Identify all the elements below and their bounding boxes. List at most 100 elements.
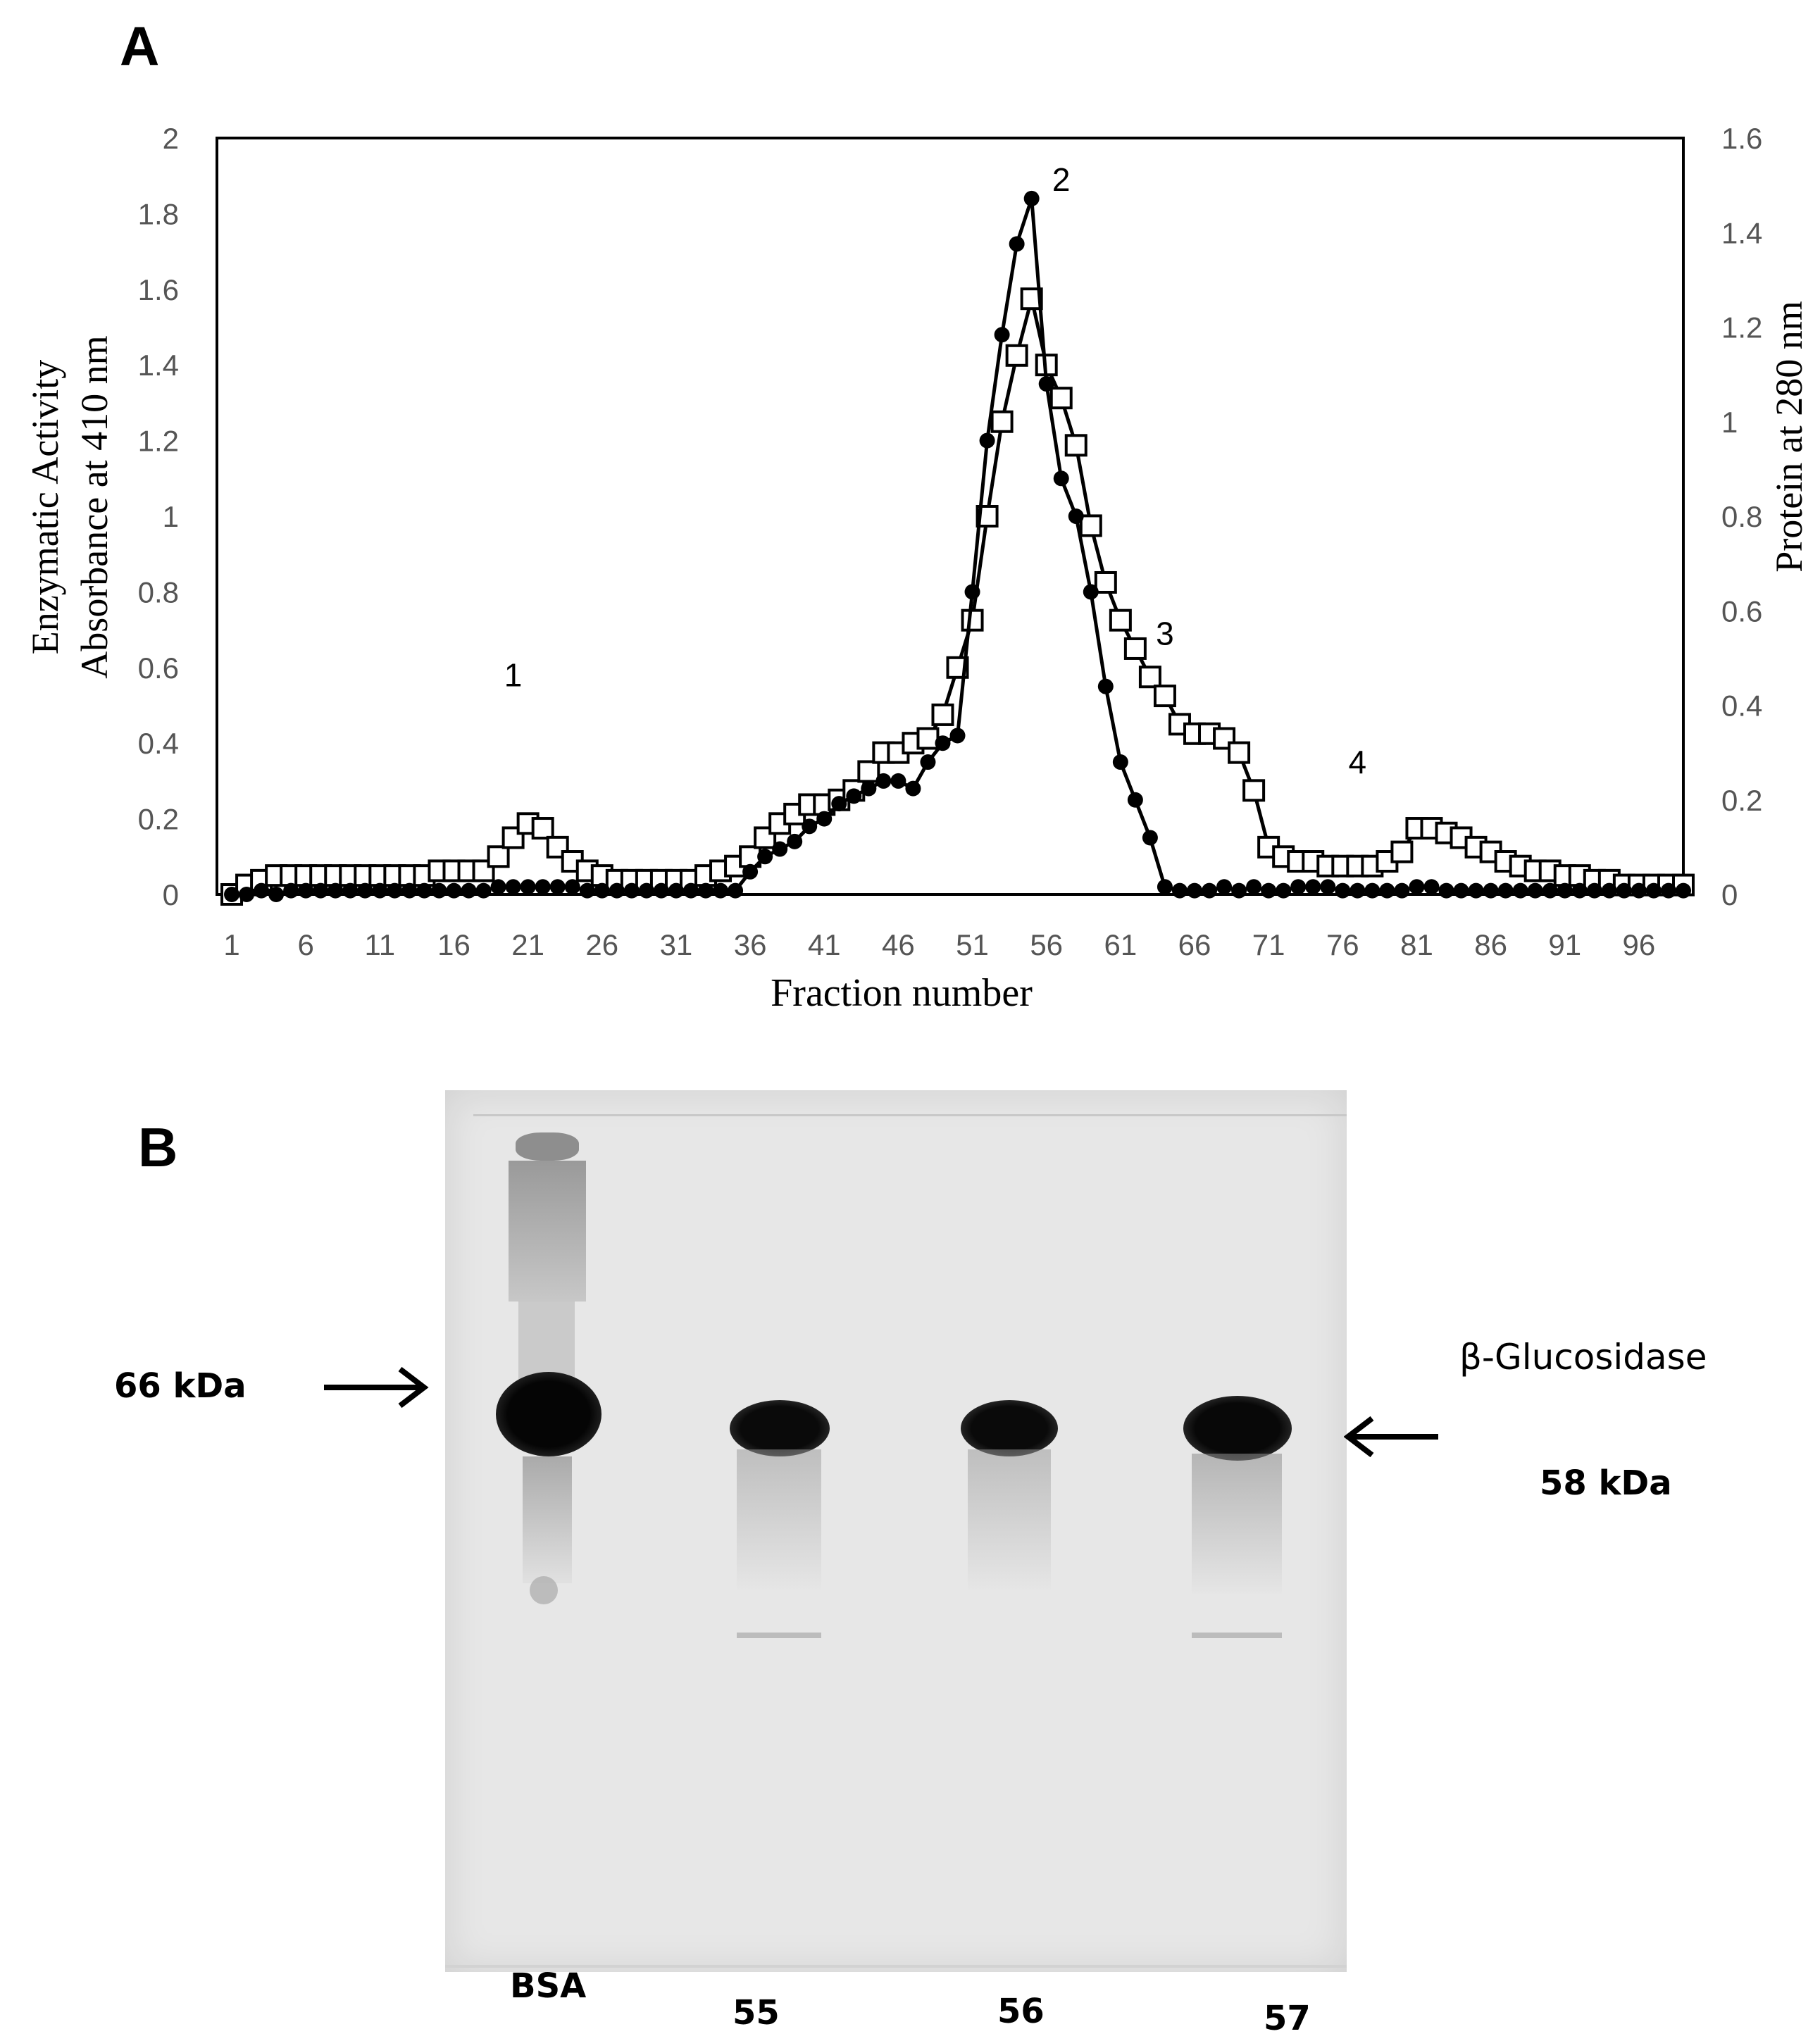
activity-point xyxy=(535,879,551,895)
activity-point xyxy=(475,882,492,899)
activity-point xyxy=(728,882,744,899)
y-left-tick: 1.6 xyxy=(138,273,179,306)
bsa-lower-smear xyxy=(523,1456,572,1583)
lane-55-faint-band xyxy=(737,1633,821,1638)
lane-57-58kda-band xyxy=(1183,1396,1292,1461)
bsa-lower-spot xyxy=(530,1576,558,1604)
activity-point xyxy=(1023,190,1040,206)
sds-page-gel xyxy=(445,1090,1347,1972)
x-tick: 86 xyxy=(1474,928,1507,961)
lane-57-smear xyxy=(1192,1454,1282,1594)
activity-point xyxy=(949,728,966,744)
protein-point xyxy=(531,817,554,840)
protein-point xyxy=(1005,344,1028,367)
activity-point xyxy=(446,882,462,899)
activity-point xyxy=(831,796,847,812)
activity-point xyxy=(1512,882,1528,899)
protein-point xyxy=(857,760,880,783)
activity-point xyxy=(1542,882,1558,899)
y-left-tick: 0.2 xyxy=(138,803,179,836)
protein-point xyxy=(1153,685,1176,708)
activity-point xyxy=(254,882,270,899)
lane-56-58kda-band xyxy=(961,1400,1058,1456)
protein-point xyxy=(1094,570,1117,594)
activity-point xyxy=(905,780,921,797)
activity-point xyxy=(1142,830,1158,846)
activity-point xyxy=(416,882,432,899)
activity-point xyxy=(653,882,669,899)
activity-point xyxy=(594,882,610,899)
activity-point xyxy=(1009,236,1025,252)
protein-point xyxy=(961,608,984,632)
activity-point xyxy=(698,882,713,899)
y-right-axis-title: Protein at 280 nm xyxy=(1768,301,1810,572)
series-line xyxy=(232,198,1683,897)
y-right-tick: 0.2 xyxy=(1721,784,1762,817)
activity-point xyxy=(935,735,951,751)
activity-point xyxy=(564,879,580,895)
protein-point xyxy=(487,845,510,868)
lane-55-smear xyxy=(737,1449,821,1590)
x-tick: 31 xyxy=(660,928,693,961)
bsa-top-band xyxy=(516,1132,579,1161)
peak-label: 3 xyxy=(1156,616,1174,652)
activity-point xyxy=(1557,882,1573,899)
activity-point xyxy=(1468,882,1484,899)
activity-point xyxy=(638,882,654,899)
activity-point xyxy=(490,879,506,895)
activity-point xyxy=(1202,882,1218,899)
protein-point xyxy=(1049,387,1073,410)
activity-point xyxy=(1157,879,1173,895)
x-tick: 21 xyxy=(511,928,544,961)
activity-point xyxy=(224,887,240,902)
y-left-tick: 0.4 xyxy=(138,727,179,760)
activity-point xyxy=(682,882,699,899)
protein-point xyxy=(916,727,940,750)
activity-point xyxy=(1171,882,1188,899)
target-protein-name: β-Glucosidase xyxy=(1459,1337,1707,1378)
activity-point xyxy=(846,788,862,804)
series-activity xyxy=(224,190,1691,902)
y-right-tick: 1.2 xyxy=(1721,311,1762,344)
x-tick: 71 xyxy=(1252,928,1285,961)
activity-point xyxy=(802,818,818,835)
y-left-tick: 1.4 xyxy=(138,349,179,382)
x-tick: 41 xyxy=(808,928,841,961)
activity-point xyxy=(1231,882,1247,899)
gel-bottom-edge xyxy=(445,1965,1347,1968)
activity-point xyxy=(1246,879,1262,895)
series-line xyxy=(230,298,1683,897)
gel-lane-56 xyxy=(958,1400,1064,1654)
y-left-tick: 0.6 xyxy=(138,651,179,685)
activity-point xyxy=(1571,882,1588,899)
protein-point xyxy=(990,410,1014,433)
x-tick: 16 xyxy=(437,928,470,961)
gel-lane-57 xyxy=(1182,1396,1295,1656)
protein-point xyxy=(1079,514,1102,537)
x-tick: 76 xyxy=(1326,928,1359,961)
x-tick: 61 xyxy=(1104,928,1137,961)
activity-point xyxy=(372,882,388,899)
elution-profile-chart: 0 0.2 0.4 0.6 0.8 1 1.2 1.4 1.6 1.8 2 0 0.2 0.4 0.6 0.… xyxy=(24,122,1810,1015)
y-left-tick: 2 xyxy=(163,122,179,155)
activity-point xyxy=(1305,879,1321,895)
activity-point xyxy=(816,811,833,827)
protein-point xyxy=(1064,434,1087,457)
activity-point xyxy=(1616,882,1632,899)
activity-point xyxy=(579,882,595,899)
activity-point xyxy=(1127,792,1143,808)
activity-point xyxy=(1261,882,1277,899)
activity-point xyxy=(1053,470,1069,487)
target-mw-label: 58 kDa xyxy=(1540,1463,1672,1503)
activity-point xyxy=(1438,882,1454,899)
activity-point xyxy=(461,882,477,899)
activity-point xyxy=(401,882,418,899)
activity-point xyxy=(1423,879,1440,895)
protein-point xyxy=(1138,666,1161,689)
activity-point xyxy=(1290,879,1307,895)
activity-point xyxy=(609,882,625,899)
x-tick: 6 xyxy=(298,928,314,961)
y-left-axis-title-line1: Enzymatic Activity xyxy=(24,360,66,654)
x-tick: 26 xyxy=(585,928,618,961)
peak-label: 4 xyxy=(1349,744,1367,780)
